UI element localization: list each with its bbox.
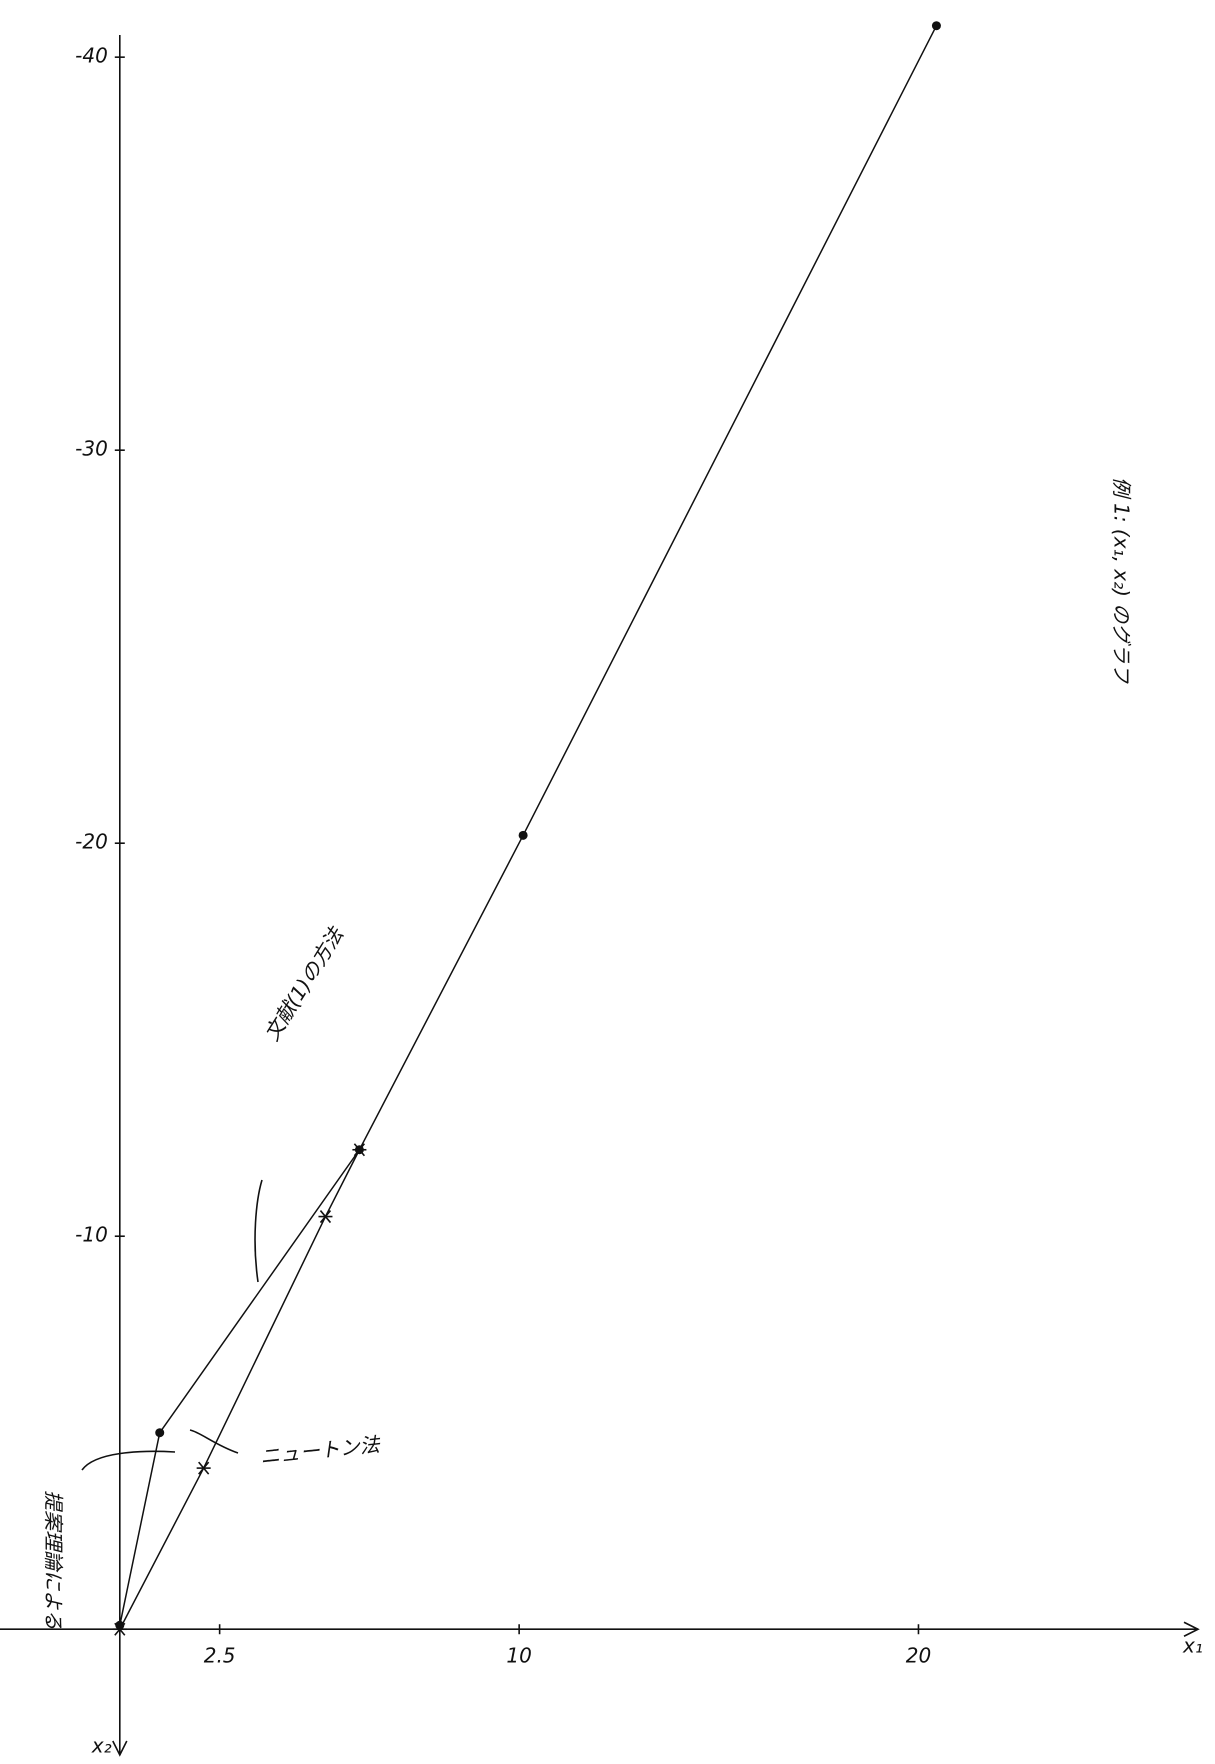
- point: [155, 1428, 164, 1437]
- series-line: [120, 1150, 360, 1629]
- annotation: 提案理論による: [42, 1490, 66, 1629]
- leader: [255, 1180, 262, 1282]
- chart: x₁ x₂ 2.5 10 20 -40 -30 -20 -10 例 1: (x₁, x₂) のグラ…: [0, 0, 1215, 1764]
- series-label: 文献(1)の方法: [260, 922, 349, 1045]
- x-tick-label: 20: [906, 1644, 931, 1668]
- y-tick-label: -20: [75, 830, 108, 854]
- star-marker: [197, 1462, 211, 1474]
- y-tick-label: -30: [75, 437, 108, 461]
- point: [519, 831, 528, 840]
- leader: [190, 1430, 238, 1453]
- x-tick-label: 10: [506, 1644, 531, 1668]
- star-marker: [318, 1211, 332, 1223]
- y-tick-label: -40: [75, 44, 108, 68]
- y-tick-label: -10: [75, 1223, 108, 1247]
- x-tick-label: 2.5: [204, 1644, 236, 1668]
- leader: [82, 1451, 175, 1470]
- y-axis-label: x₂: [91, 1734, 112, 1758]
- point: [932, 21, 941, 30]
- series-line: [120, 26, 937, 1626]
- series-label: ニュートン法: [259, 1432, 383, 1469]
- chart-title: 例 1: (x₁, x₂) のグラフ: [1110, 477, 1134, 685]
- x-axis-label: x₁: [1182, 1634, 1203, 1658]
